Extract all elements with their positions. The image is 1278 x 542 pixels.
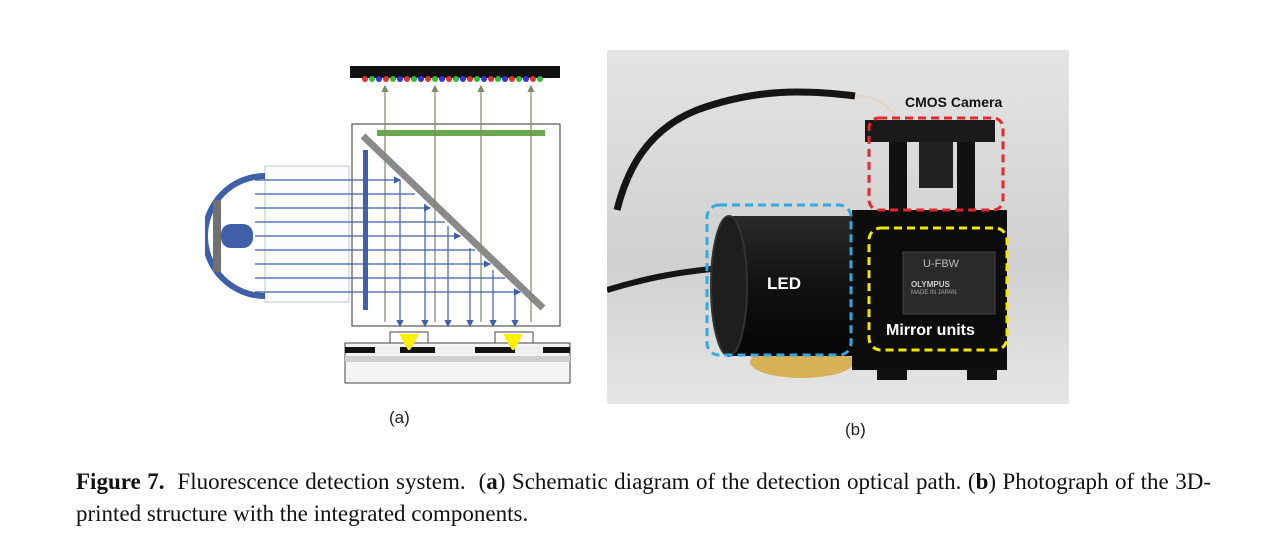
microfluidic-chip xyxy=(344,331,571,384)
led-mount xyxy=(213,200,221,272)
figure-caption: Figure 7. Fluorescence detection system.… xyxy=(76,469,1212,526)
subfigure-label-b: (b) xyxy=(845,420,866,439)
caption-text: Fluorescence detection system. xyxy=(177,469,466,494)
led-label: LED xyxy=(767,274,801,293)
camera-cable xyxy=(613,88,856,211)
cmos-camera-label: CMOS Camera xyxy=(905,94,1003,110)
subfigure-label-a: (a) xyxy=(389,408,410,427)
caption-title: Figure 7. xyxy=(76,469,165,494)
excitation-rays xyxy=(255,176,522,296)
caption-part-a: a xyxy=(486,469,498,494)
schematic-diagram xyxy=(202,58,585,398)
led-highlight xyxy=(705,203,853,357)
emission-rays xyxy=(381,84,535,322)
device-illustration xyxy=(607,50,1069,404)
led-source xyxy=(221,224,253,248)
emission-filter xyxy=(377,130,545,136)
excitation-filter xyxy=(363,150,368,310)
mirror-units-label: Mirror units xyxy=(886,322,975,339)
device-photograph: CMOS Camera LED Mirror units U-FBW OLYMP… xyxy=(607,50,1069,404)
led-reflector xyxy=(202,173,266,299)
camera-board xyxy=(865,120,995,142)
reflected-rays xyxy=(396,180,519,328)
collimator-lens xyxy=(264,165,350,303)
mirror-units-highlight xyxy=(867,226,1009,352)
filter-brand-label: OLYMPUS xyxy=(911,280,950,289)
image-sensor-array xyxy=(350,66,560,82)
dichroic-mirror xyxy=(360,133,546,311)
filter-model-label: U-FBW xyxy=(923,258,960,270)
filter-cube-outline xyxy=(351,123,561,327)
optical-path-svg xyxy=(202,66,571,384)
filter-origin-label: MADE IN JAPAN xyxy=(911,290,957,296)
cmos-camera-highlight xyxy=(867,116,1005,212)
caption-part-b: b xyxy=(975,469,989,494)
